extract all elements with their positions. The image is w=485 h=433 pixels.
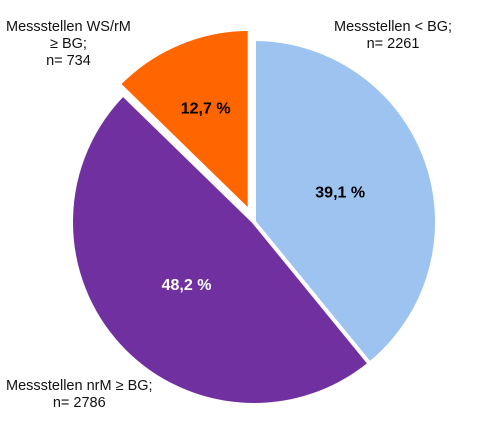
pie-slices — [69, 26, 439, 407]
slice-ws-rm — [116, 26, 252, 214]
slice-nrm-percent-label: 48,2 % — [162, 277, 212, 294]
slice-below-bg-percent-label: 39,1 % — [315, 184, 365, 201]
slice-below-bg — [252, 37, 439, 366]
slice-nrm — [69, 92, 372, 407]
slice-label-ws-rm: Messstellen WS/rM ≥ BG; n= 734 — [6, 19, 131, 69]
slice-label-nrm: Messstellen nrM ≥ BG; n= 2786 — [6, 378, 153, 411]
slice-ws-rm-percent-label: 12,7 % — [181, 100, 231, 117]
slice-label-below-bg: Messstellen < BG; n= 2261 — [334, 19, 453, 52]
percent-labels: 39,1 % 48,2 % 12,7 % — [162, 100, 365, 293]
